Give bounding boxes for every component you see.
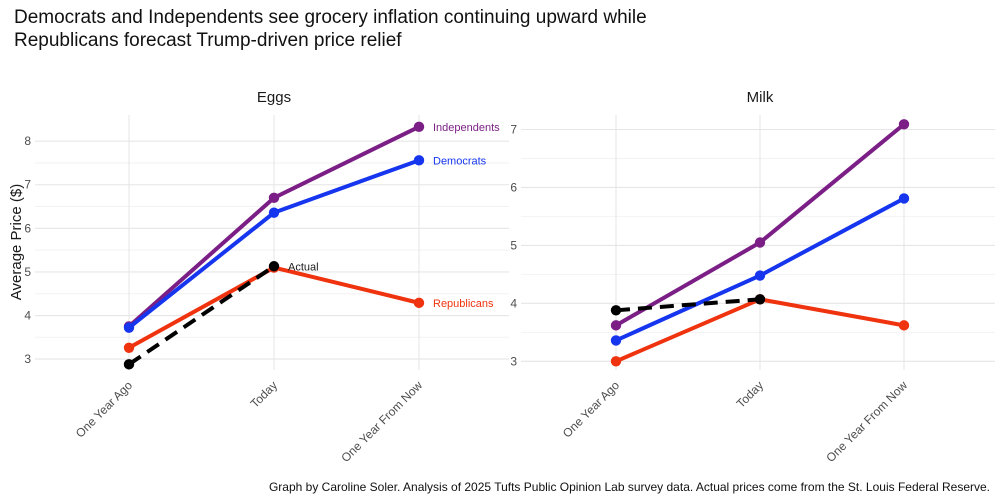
series-line-actual <box>615 297 761 313</box>
x-tick-label: Today <box>734 378 767 411</box>
data-point-democrats <box>610 335 622 346</box>
y-tick-label: 7 <box>510 122 517 136</box>
x-tick-label: Today <box>248 378 281 411</box>
panel-title: Eggs <box>257 89 291 106</box>
y-tick-label: 3 <box>510 354 517 368</box>
chart-title-line-1: Democrats and Independents see grocery i… <box>14 7 647 28</box>
data-point-republicans <box>898 320 910 331</box>
series-label-independents: Independents <box>433 122 500 134</box>
data-point-republicans <box>123 342 135 353</box>
data-point-democrats <box>413 155 425 166</box>
x-tick-label: One Year Ago <box>73 378 136 441</box>
y-tick-label: 7 <box>24 178 31 192</box>
y-tick-label: 5 <box>24 265 31 279</box>
data-point-democrats <box>754 270 766 281</box>
series-label-republicans: Republicans <box>433 298 494 310</box>
data-point-republicans <box>610 356 622 367</box>
chart-caption: Graph by Caroline Soler. Analysis of 202… <box>268 480 990 494</box>
data-point-independents <box>898 119 910 130</box>
data-point-independents <box>754 237 766 248</box>
y-tick-label: 4 <box>510 296 517 310</box>
chart-title-line-2: Republicans forecast Trump-driven price … <box>14 30 402 51</box>
data-point-independents <box>413 121 425 132</box>
y-axis-title: Average Price ($) <box>8 184 25 300</box>
data-point-republicans <box>413 297 425 309</box>
x-tick-label: One Year From Now <box>823 378 910 465</box>
data-point-actual <box>123 359 135 370</box>
y-tick-label: 8 <box>24 134 31 148</box>
series-label-actual: Actual <box>288 261 319 273</box>
data-point-democrats <box>268 207 280 218</box>
data-point-democrats <box>123 322 135 333</box>
data-point-actual <box>754 294 766 305</box>
y-tick-label: 6 <box>24 221 31 235</box>
panel-milk: 3 4 5 6 7 One Year Ago Today One Year From Now M… <box>510 89 995 465</box>
panel-eggs: 3 4 5 6 7 8 One Year Ago Today One Year From Now… <box>24 89 509 465</box>
y-tick-label: 3 <box>24 352 31 366</box>
series-label-democrats: Democrats <box>433 155 487 167</box>
chart-title: Democrats and Independents see grocery i… <box>14 6 647 52</box>
x-tick-label: One Year Ago <box>560 378 623 441</box>
y-tick-label: 5 <box>510 238 517 252</box>
data-point-independents <box>610 320 622 331</box>
faceted-line-chart: Average Price ($) 3 4 5 6 7 8 One Year Ago Today… <box>8 89 995 465</box>
data-point-democrats <box>898 193 910 204</box>
data-point-actual <box>268 261 280 272</box>
data-point-independents <box>268 192 280 204</box>
y-tick-label: 4 <box>24 309 31 323</box>
y-tick-label: 6 <box>510 180 517 194</box>
series-line-actual <box>127 264 276 366</box>
x-tick-label: One Year From Now <box>338 378 425 465</box>
data-point-actual <box>610 305 622 316</box>
panel-title: Milk <box>747 89 774 106</box>
